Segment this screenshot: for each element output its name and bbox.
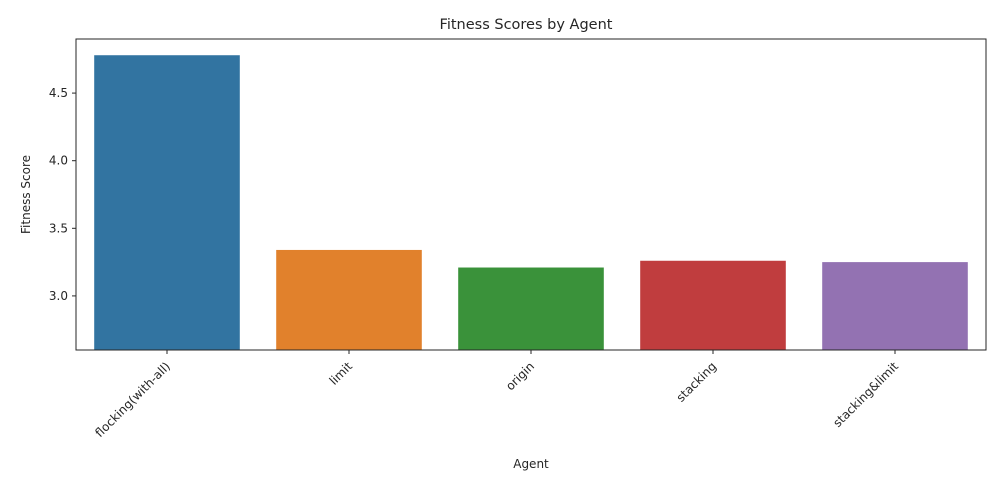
bar-stacking&limit xyxy=(822,262,968,350)
y-axis-ticks: 3.0 3.5 4.0 4.5 xyxy=(49,86,76,303)
x-axis-label: Agent xyxy=(513,457,549,471)
x-tick-label: origin xyxy=(503,359,537,393)
bar-flocking(with-all) xyxy=(94,55,240,351)
bar-origin xyxy=(458,267,604,350)
y-tick-label: 4.0 xyxy=(49,154,68,168)
x-tick-label: limit xyxy=(327,359,356,388)
x-axis-ticks: flocking(with-all) limit origin stacking sta… xyxy=(92,350,901,440)
y-tick-label: 4.5 xyxy=(49,86,68,100)
x-tick-label: stacking&limit xyxy=(830,359,901,430)
y-axis-label: Fitness Score xyxy=(19,155,33,234)
y-tick-label: 3.0 xyxy=(49,289,68,303)
x-tick-label: flocking(with-all) xyxy=(92,359,173,440)
bar-limit xyxy=(276,249,422,350)
bar-stacking xyxy=(640,260,786,350)
y-tick-label: 3.5 xyxy=(49,221,68,235)
chart-title: Fitness Scores by Agent xyxy=(440,17,613,33)
plot-frame xyxy=(75,38,987,351)
bars-group xyxy=(94,55,968,351)
x-tick-label: stacking xyxy=(674,359,720,405)
